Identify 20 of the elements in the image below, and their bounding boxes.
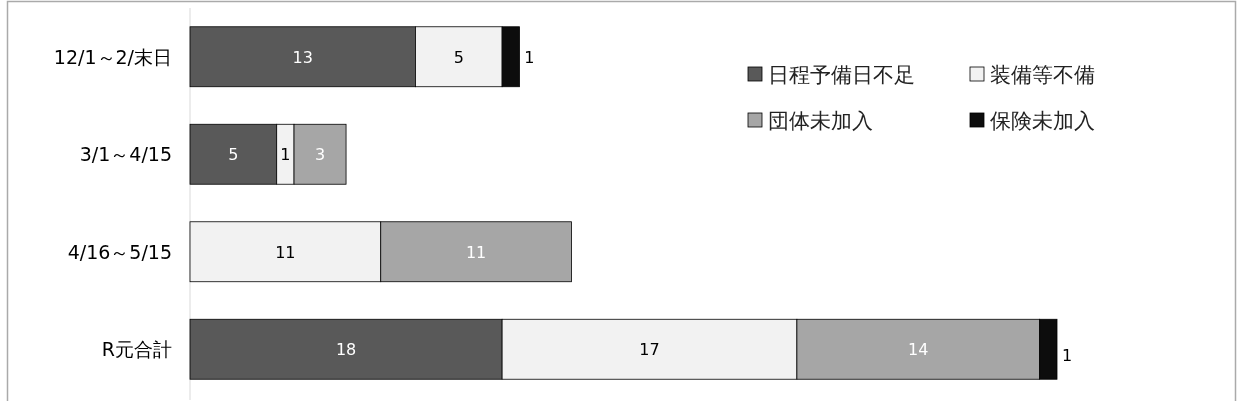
data-label: 1	[280, 145, 291, 165]
y-tick-label: 12/1～2/末日	[53, 45, 172, 68]
legend-label: 団体未加入	[768, 109, 873, 133]
data-label: 1	[1061, 346, 1073, 366]
data-label: 3	[314, 145, 326, 165]
data-label: 11	[275, 242, 296, 262]
data-label: 1	[524, 47, 535, 67]
data-label: 18	[335, 340, 357, 360]
legend-label: 日程予備日不足	[768, 63, 915, 87]
data-label: 14	[908, 340, 929, 360]
legend-label: 装備等不備	[990, 63, 1095, 87]
data-label: 13	[292, 47, 313, 67]
data-label: 5	[228, 145, 239, 165]
y-tick-label: 3/1～4/15	[79, 143, 172, 166]
data-label: 5	[453, 47, 464, 67]
legend-label: 保険未加入	[990, 109, 1095, 133]
y-tick-label: 4/16～5/15	[67, 240, 172, 263]
y-tick-label: R元合計	[101, 338, 172, 361]
data-label: 11	[465, 242, 487, 262]
data-label: 17	[639, 340, 660, 360]
